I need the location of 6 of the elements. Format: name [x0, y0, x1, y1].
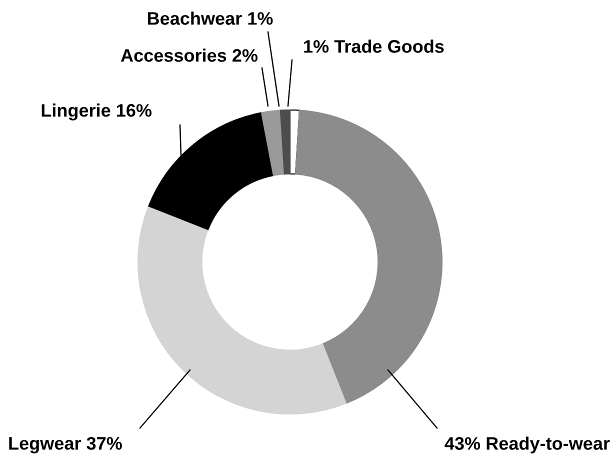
slice-label: Beachwear 1% — [148, 12, 273, 25]
slice-label: Accessories 2% — [120, 48, 258, 62]
slice-label: 43% Ready-to-wear — [444, 436, 610, 454]
slice-label: Legwear 37% — [9, 436, 122, 454]
slice-label: Lingerie 16% — [42, 104, 152, 120]
slice-label: 1% Trade Goods — [304, 40, 444, 53]
